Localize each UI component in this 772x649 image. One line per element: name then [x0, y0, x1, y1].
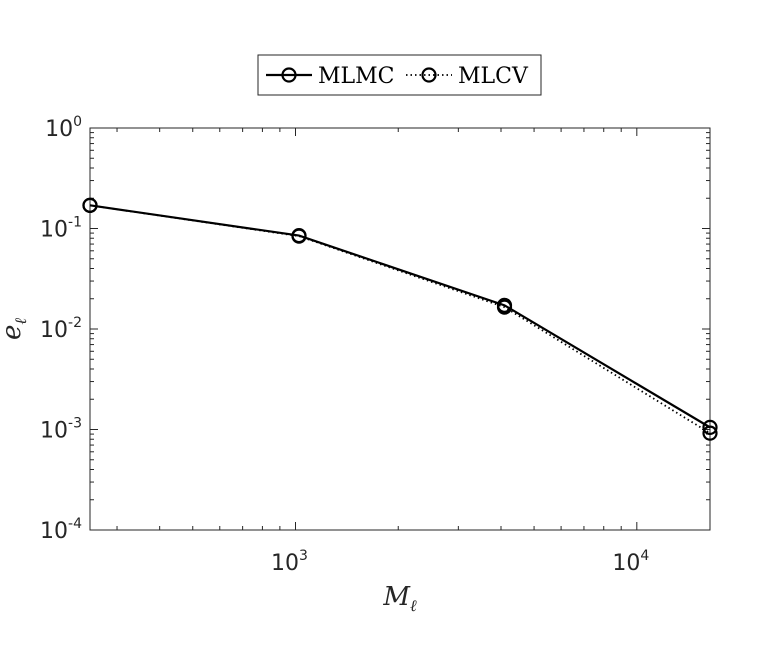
- x-axis-label: Mℓ: [382, 582, 417, 615]
- data-point: [702, 425, 718, 441]
- legend: MLMC MLCV: [257, 54, 542, 96]
- y-tick-label: 10-3: [40, 416, 82, 444]
- legend-label: MLCV: [458, 64, 529, 89]
- x-axis: 103 104: [116, 128, 649, 576]
- series-line: [89, 204, 711, 434]
- series-layer: [82, 197, 718, 441]
- y-tick-label: 10-1: [40, 215, 82, 243]
- data-point: [496, 299, 513, 315]
- series-line: [89, 204, 711, 429]
- x-tick-label: 104: [612, 548, 649, 576]
- legend-item-mlcv: MLCV: [406, 64, 529, 89]
- plot-area: [89, 127, 711, 531]
- y-axis: 100 10-1 10-2 10-3 10-4: [40, 114, 710, 544]
- y-tick-label: 10-4: [40, 516, 82, 544]
- legend-marker: [281, 67, 297, 83]
- data-point: [702, 419, 718, 435]
- y-tick-label: 10-2: [40, 315, 82, 343]
- series-mlcv: [82, 197, 718, 441]
- legend-item-mlmc: MLMC: [266, 64, 395, 89]
- data-point: [291, 228, 307, 244]
- legend-label: MLMC: [318, 64, 395, 89]
- data-point: [82, 197, 98, 213]
- legend-marker: [421, 67, 437, 83]
- y-axis-label: eℓ: [0, 318, 30, 340]
- y-tick-label: 100: [45, 114, 82, 142]
- plot-frame: [89, 127, 711, 531]
- x-tick-label: 103: [271, 548, 308, 576]
